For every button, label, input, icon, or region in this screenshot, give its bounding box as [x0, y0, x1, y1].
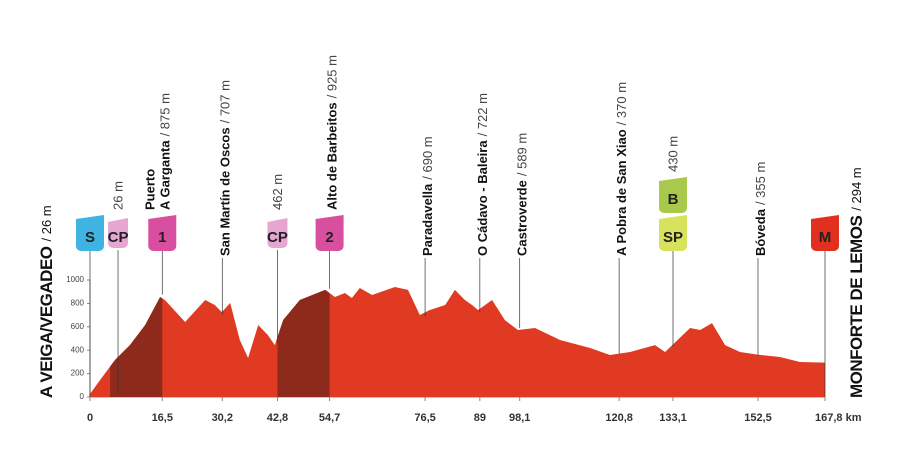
- waypoint-name-text: Castroverde: [515, 180, 530, 256]
- climb-area: [277, 289, 330, 397]
- y-tick-label: 400: [71, 345, 85, 354]
- badge-top: [315, 215, 344, 225]
- badge: [659, 183, 688, 213]
- badge-top: [108, 218, 129, 228]
- waypoint-name: A Garganta / 875 m: [158, 93, 173, 210]
- waypoint-alt: / 589 m: [515, 133, 530, 176]
- badge-label: SP: [663, 229, 683, 246]
- waypoint-alt: 26 m: [110, 181, 125, 210]
- waypoint-alt: / 707 m: [218, 80, 233, 123]
- waypoint-name: Castroverde / 589 m: [515, 133, 530, 256]
- x-tick-label: 89: [474, 412, 486, 424]
- badge-label: 1: [158, 229, 166, 246]
- x-tick-label: 16,5: [152, 412, 173, 424]
- y-tick-label: 1000: [66, 275, 84, 284]
- start-alt: / 26 m: [39, 205, 54, 241]
- waypoint-alt: 430 m: [665, 136, 680, 172]
- badge-label: S: [85, 229, 95, 246]
- y-tick-label: 600: [71, 322, 85, 331]
- waypoint-name: Puerto: [143, 169, 158, 210]
- waypoint-name: O Cádavo - Baleira / 722 m: [475, 93, 490, 256]
- waypoint-name: Paradavella / 690 m: [421, 136, 436, 256]
- waypoint-name: Alto de Barbeitos / 925 m: [325, 55, 340, 210]
- badge: [76, 221, 104, 251]
- x-tick-label: 167,8 km: [815, 412, 862, 424]
- waypoint-name-text: San Martín de Oscos: [218, 127, 233, 256]
- waypoint-alt: / 875 m: [158, 93, 173, 136]
- finish-name: MONFORTE DE LEMOS: [847, 216, 866, 398]
- badge-label: CP: [267, 229, 288, 246]
- badge-top: [659, 215, 688, 225]
- badge-top: [148, 215, 177, 225]
- waypoint-name: San Martín de Oscos / 707 m: [218, 80, 233, 256]
- badge-top: [811, 215, 839, 225]
- x-tick-label: 98,1: [509, 412, 530, 424]
- badge: [148, 221, 177, 251]
- badge: [811, 221, 839, 251]
- x-tick-label: 133,1: [659, 412, 687, 424]
- badge-label: M: [819, 229, 832, 246]
- profile-area: [90, 287, 825, 397]
- x-tick-label: 30,2: [212, 412, 233, 424]
- waypoint-alt: / 355 m: [753, 162, 768, 205]
- waypoint-name-text: O Cádavo - Baleira: [475, 140, 490, 256]
- badge: [659, 221, 688, 251]
- y-tick-label: 200: [71, 369, 85, 378]
- finish-alt: / 294 m: [849, 167, 864, 210]
- x-tick-label: 54,7: [319, 412, 340, 424]
- badge: [315, 221, 344, 251]
- climb-area: [110, 297, 163, 397]
- x-tick-label: 0: [87, 412, 93, 424]
- start-label: A VEIGA/VEGADEO / 26 m: [37, 205, 56, 398]
- badge-top: [267, 218, 288, 228]
- x-tick-label: 120,8: [605, 412, 633, 424]
- x-tick-label: 76,5: [414, 412, 435, 424]
- waypoint-name: A Pobra de San Xiao / 370 m: [615, 82, 630, 256]
- badge-top: [659, 177, 688, 187]
- waypoint-name-text: Bóveda: [753, 208, 768, 256]
- waypoint-name-text: A Garganta: [158, 140, 173, 210]
- badge: [108, 224, 129, 248]
- waypoint-name: Bóveda / 355 m: [753, 162, 768, 256]
- waypoint-alt: / 690 m: [421, 136, 436, 179]
- waypoint-alt: / 722 m: [475, 93, 490, 136]
- x-tick-label: 152,5: [744, 412, 772, 424]
- badge-top: [76, 215, 104, 225]
- waypoint-alt: / 370 m: [615, 82, 630, 125]
- x-tick-label: 42,8: [267, 412, 288, 424]
- badge-label: CP: [108, 229, 129, 246]
- waypoint-name-text: Paradavella: [421, 183, 436, 256]
- waypoint-alt: 462 m: [270, 174, 285, 210]
- waypoint-name-text: Alto de Barbeitos: [325, 102, 340, 210]
- y-tick-label: 800: [71, 299, 85, 308]
- waypoint-name-text: A Pobra de San Xiao: [615, 129, 630, 256]
- waypoint-alt: / 925 m: [325, 55, 340, 98]
- badge-label: B: [668, 191, 679, 208]
- badge-label: 2: [325, 229, 333, 246]
- y-tick-label: 0: [80, 392, 85, 401]
- start-name: A VEIGA/VEGADEO: [37, 246, 56, 398]
- badge: [267, 224, 288, 248]
- waypoint-name-text: Puerto: [143, 169, 158, 210]
- finish-label: MONFORTE DE LEMOS / 294 m: [847, 167, 866, 398]
